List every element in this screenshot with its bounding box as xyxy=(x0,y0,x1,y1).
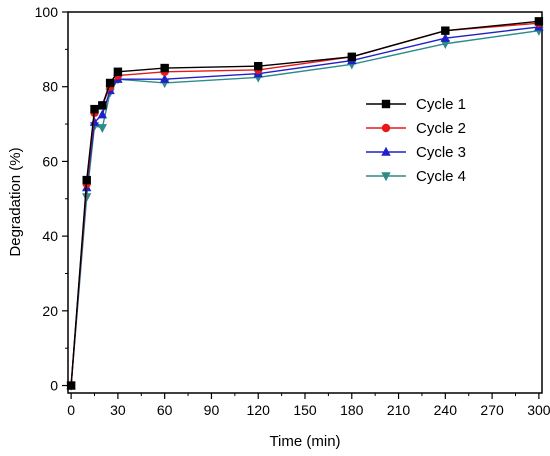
legend-marker xyxy=(381,99,391,109)
legend-item-cycle-3: Cycle 3 xyxy=(366,144,466,161)
x-tick-label: 270 xyxy=(480,402,504,418)
legend-item-cycle-2: Cycle 2 xyxy=(366,120,466,137)
x-tick-label: 60 xyxy=(157,402,173,418)
data-point-cycle-3 xyxy=(97,109,108,119)
data-point-cycle-1 xyxy=(534,17,544,26)
series-cycle-2 xyxy=(66,19,544,390)
x-tick-label: 240 xyxy=(434,402,458,418)
x-tick-label: 300 xyxy=(527,402,550,418)
data-point-cycle-4 xyxy=(82,193,92,203)
data-point-cycle-1 xyxy=(82,175,91,185)
data-point-cycle-1 xyxy=(347,52,356,62)
y-axis-title: Degradation (%) xyxy=(7,147,24,256)
data-point-cycle-3 xyxy=(159,74,170,83)
x-tick-label: 210 xyxy=(387,402,411,418)
data-point-cycle-1 xyxy=(66,381,76,390)
data-point-cycle-3 xyxy=(440,32,451,42)
series-line-cycle-2 xyxy=(70,22,539,386)
y-tick-label: 40 xyxy=(42,228,58,244)
series-cycle-1 xyxy=(66,17,544,390)
x-tick-label: 90 xyxy=(204,402,220,418)
x-tick-label: 150 xyxy=(293,402,317,418)
legend-item-cycle-4: Cycle 4 xyxy=(366,168,466,185)
legend-marker xyxy=(381,123,391,133)
y-tick-label: 80 xyxy=(42,79,58,95)
legend-label: Cycle 2 xyxy=(416,120,466,137)
data-point-cycle-1 xyxy=(160,63,169,73)
series-line-cycle-4 xyxy=(70,29,539,386)
legend-label: Cycle 1 xyxy=(416,96,466,113)
legend-marker xyxy=(381,146,391,156)
legend-item-cycle-1: Cycle 1 xyxy=(366,96,466,113)
legend-label: Cycle 4 xyxy=(416,168,466,185)
data-point-cycle-3 xyxy=(89,116,100,126)
series-cycle-4 xyxy=(66,26,544,391)
data-point-cycle-1 xyxy=(254,61,263,71)
data-point-cycle-4 xyxy=(440,40,451,49)
y-tick-label: 60 xyxy=(42,153,58,169)
y-tick-label: 0 xyxy=(50,378,58,394)
x-tick-label: 30 xyxy=(110,402,126,418)
data-point-cycle-1 xyxy=(113,67,123,76)
plot-frame xyxy=(67,11,543,394)
data-point-cycle-1 xyxy=(90,104,99,114)
x-tick-label: 0 xyxy=(67,402,75,418)
legend-label: Cycle 3 xyxy=(416,144,466,161)
x-tick-label: 120 xyxy=(247,402,271,418)
axis-ticks: 0 30 60 90 120 150 180 210 240 270 300 0 20 40 60 80 100 xyxy=(35,4,550,418)
series-cycle-3 xyxy=(66,21,544,390)
x-tick-label: 180 xyxy=(340,402,364,418)
data-point-cycle-4 xyxy=(97,124,108,133)
data-point-cycle-1 xyxy=(98,101,107,110)
series-layer xyxy=(66,17,544,391)
data-point-cycle-1 xyxy=(441,26,450,35)
y-tick-label: 20 xyxy=(42,303,58,319)
y-tick-label: 100 xyxy=(35,4,59,20)
x-axis-title: Time (min) xyxy=(269,433,340,450)
series-line-cycle-1 xyxy=(70,20,539,386)
data-point-cycle-1 xyxy=(105,78,115,88)
legend: Cycle 1 Cycle 2 Cycle 3 Cycle 4 xyxy=(366,96,466,185)
legend-marker xyxy=(381,172,391,182)
